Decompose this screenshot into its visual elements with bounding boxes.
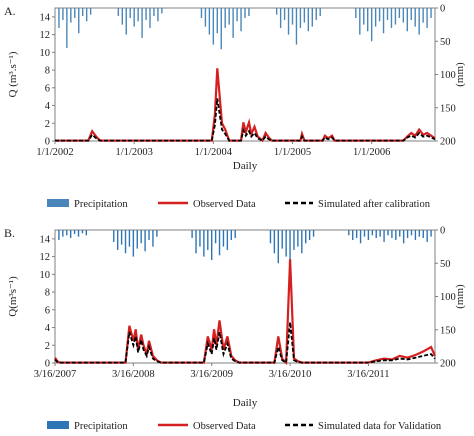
y-tick-label: 14 (40, 234, 51, 245)
x-tick-label: 3/16/2008 (112, 369, 155, 380)
y-tick-label: 6 (45, 305, 50, 316)
y2-tick-label: 200 (440, 137, 456, 148)
y-axis-label: Q(m³s⁻¹) (7, 276, 19, 317)
legend-label-simulated: Simulated data for Validation (318, 421, 442, 432)
y2-tick-label: 100 (440, 292, 456, 303)
y-axis-label: Q (m³.s⁻¹) (7, 51, 19, 97)
x-tick-label: 3/16/2009 (190, 369, 233, 380)
y2-tick-label: 150 (440, 103, 456, 114)
y2-tick-label: 0 (440, 226, 445, 237)
y2-axis-label: (mm) (454, 284, 466, 309)
x-tick-label: 3/16/2011 (347, 369, 389, 380)
x-tick-label: 3/16/2007 (34, 369, 77, 380)
y-tick-label: 4 (45, 323, 51, 334)
observed-line (54, 259, 437, 366)
y-tick-label: 8 (45, 66, 50, 77)
y-tick-label: 10 (40, 270, 51, 281)
observed-line (55, 68, 436, 143)
simulated-line (54, 322, 436, 365)
x-tick-label: 1/1/2005 (274, 147, 311, 158)
y-tick-label: 12 (40, 252, 51, 263)
y-tick-label: 4 (45, 101, 51, 112)
legend-label-observed: Observed Data (193, 421, 256, 432)
y-tick-label: 12 (40, 30, 51, 41)
x-tick-label: 1/1/2006 (353, 147, 390, 158)
y-tick-label: 10 (40, 48, 51, 59)
legend-label-precipitation: Precipitation (74, 421, 128, 432)
legend-label-simulated: Simulated after calibration (318, 199, 431, 210)
legend-swatch-precipitation (47, 199, 69, 207)
y2-axis-label: (mm) (454, 62, 466, 87)
panel-b: 0 2 4 6 8 10 12 14 0 50 100 150 200 3/16/2007 3/16/200… (4, 226, 466, 433)
x-tick-label: 1/1/2004 (195, 147, 233, 158)
y2-tick-label: 0 (440, 4, 445, 15)
y2-tick-label: 50 (440, 259, 451, 270)
y-tick-label: 0 (45, 359, 50, 370)
x-tick-label: 1/1/2002 (36, 147, 73, 158)
y2-tick-label: 200 (440, 359, 456, 370)
x-tick-label: 1/1/2003 (115, 147, 152, 158)
plot-frame (54, 7, 436, 142)
y-tick-label: 2 (45, 119, 50, 130)
panel-label: A. (4, 4, 16, 18)
y-tick-label: 0 (45, 137, 50, 148)
x-axis-label: Daily (233, 160, 258, 172)
y-tick-label: 14 (40, 12, 51, 23)
simulated-line (55, 98, 436, 142)
x-axis-label: Daily (233, 397, 258, 409)
legend-label-observed: Observed Data (193, 199, 256, 210)
panel-label: B. (4, 226, 15, 240)
y2-tick-label: 100 (440, 70, 456, 81)
y2-tick-label: 150 (440, 325, 456, 336)
y2-tick-label: 50 (440, 37, 451, 48)
y-tick-label: 2 (45, 341, 50, 352)
plot-frame (54, 229, 436, 364)
legend-swatch-precipitation (47, 421, 69, 429)
y-tick-label: 8 (45, 288, 50, 299)
y-tick-label: 6 (45, 83, 50, 94)
legend-label-precipitation: Precipitation (74, 199, 128, 210)
panel-a: 0 2 4 6 8 10 12 14 0 50 100 150 200 1/1/2002 1/1/2003 1… (4, 4, 466, 211)
x-tick-label: 3/16/2010 (269, 369, 312, 380)
